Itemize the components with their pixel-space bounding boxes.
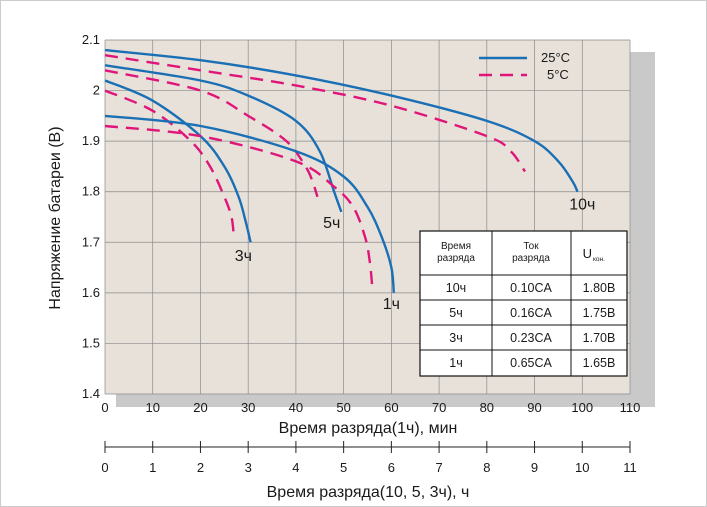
x2-tick-label: 10 [575, 460, 589, 475]
x2-tick-label: 3 [245, 460, 252, 475]
x2-tick-label: 11 [623, 460, 637, 475]
table-header-current-2: разряда [512, 253, 550, 264]
y-tick-label: 1.4 [82, 386, 100, 401]
legend-label-25c: 25°C [541, 50, 570, 65]
table-cell: 3ч [449, 331, 462, 345]
table-cell: 1.80В [583, 281, 616, 295]
y-tick-label: 2.1 [82, 32, 100, 47]
discharge-curve-10ч-5c [104, 54, 526, 173]
x2-tick-label: 1 [149, 460, 156, 475]
table-cell: 0.10CA [510, 281, 552, 295]
table-body: 10ч 0.10CA 1.80В 5ч 0.16CA 1.75В 3ч 0.23… [446, 281, 616, 370]
y-axis-title: Напряжение батареи (В) [47, 126, 64, 309]
table-cell: 1ч [449, 356, 462, 370]
discharge-curve-5ч-25c [104, 64, 343, 213]
table-frame [419, 230, 628, 377]
x2-axis-title: Время разряда(10, 5, 3ч), ч [267, 484, 470, 501]
x2-tick-label: 9 [531, 460, 538, 475]
x-tick-label: 90 [527, 400, 541, 415]
table-cell: 5ч [449, 306, 462, 320]
table-cell: 0.16CA [510, 306, 552, 320]
x2-tick-label: 5 [340, 460, 347, 475]
x2-tick-label: 6 [388, 460, 395, 475]
y-tick-label: 1.8 [82, 184, 100, 199]
x-tick-label: 50 [336, 400, 350, 415]
x-tick-label: 110 [620, 400, 641, 415]
x2-tick-label: 0 [101, 460, 108, 475]
curve-label: 10ч [569, 196, 595, 213]
table-header-voltage: U [583, 246, 592, 261]
y-tick-labels: 1.4 1.5 1.6 1.7 1.8 1.9 2 2.1 [82, 32, 100, 401]
discharge-table: Время разряда Ток разряда U кон. 10ч 0.1… [419, 230, 628, 377]
table-header-time-2: разряда [437, 253, 475, 264]
table-cell: 1.65В [583, 356, 616, 370]
curve-label: 3ч [235, 248, 252, 265]
discharge-curve-10ч-25c [104, 48, 579, 193]
discharge-curve-3ч-5c [104, 89, 236, 238]
x-tick-label: 20 [193, 400, 207, 415]
x-tick-label: 10 [145, 400, 159, 415]
x2-tick-label: 8 [483, 460, 490, 475]
x-tick-label: 0 [101, 400, 108, 415]
y-tick-label: 1.7 [82, 234, 100, 249]
table-cell: 10ч [446, 281, 466, 295]
curve-label: 1ч [383, 296, 400, 313]
x-axis-title: Время разряда(1ч), мин [279, 420, 458, 437]
x-tick-label: 30 [241, 400, 255, 415]
x2-tick-label: 7 [435, 460, 442, 475]
x-tick-label: 60 [384, 400, 398, 415]
legend-label-5c: 5°C [547, 67, 569, 82]
table-header-time-1: Время [441, 241, 471, 252]
x-tick-labels: 0 10 20 30 40 50 60 70 80 90 100 110 [101, 400, 640, 415]
legend: 25°C 5°C [479, 50, 570, 82]
x-tick-label: 70 [432, 400, 446, 415]
secondary-x-axis: 0 1 2 3 4 5 6 7 8 9 10 11 [101, 441, 637, 475]
y-tick-label: 2 [93, 83, 100, 98]
x2-tick-label: 4 [292, 460, 299, 475]
discharge-curve-5ч-5c [104, 69, 319, 198]
y-tick-label: 1.5 [82, 335, 100, 350]
y-tick-label: 1.9 [82, 133, 100, 148]
x-tick-label: 80 [480, 400, 494, 415]
table-cell: 1.70В [583, 331, 616, 345]
table-cell: 0.65CA [510, 356, 552, 370]
x2-tick-label: 2 [197, 460, 204, 475]
x-tick-label: 100 [571, 400, 593, 415]
curve-label: 5ч [323, 215, 340, 232]
y-tick-label: 1.6 [82, 285, 100, 300]
discharge-curve-1ч-25c [104, 114, 395, 294]
curve-labels: 10ч 5ч 3ч 1ч [235, 196, 596, 313]
table-header-voltage-sub: кон. [593, 256, 605, 263]
discharge-curve-1ч-5c [104, 124, 374, 288]
table-cell: 0.23CA [510, 331, 552, 345]
discharge-curve-3ч-25c [104, 79, 252, 243]
table-header-current-1: Ток [523, 241, 539, 252]
x-tick-label: 40 [289, 400, 303, 415]
curves [104, 48, 579, 294]
table-cell: 1.75В [583, 306, 616, 320]
